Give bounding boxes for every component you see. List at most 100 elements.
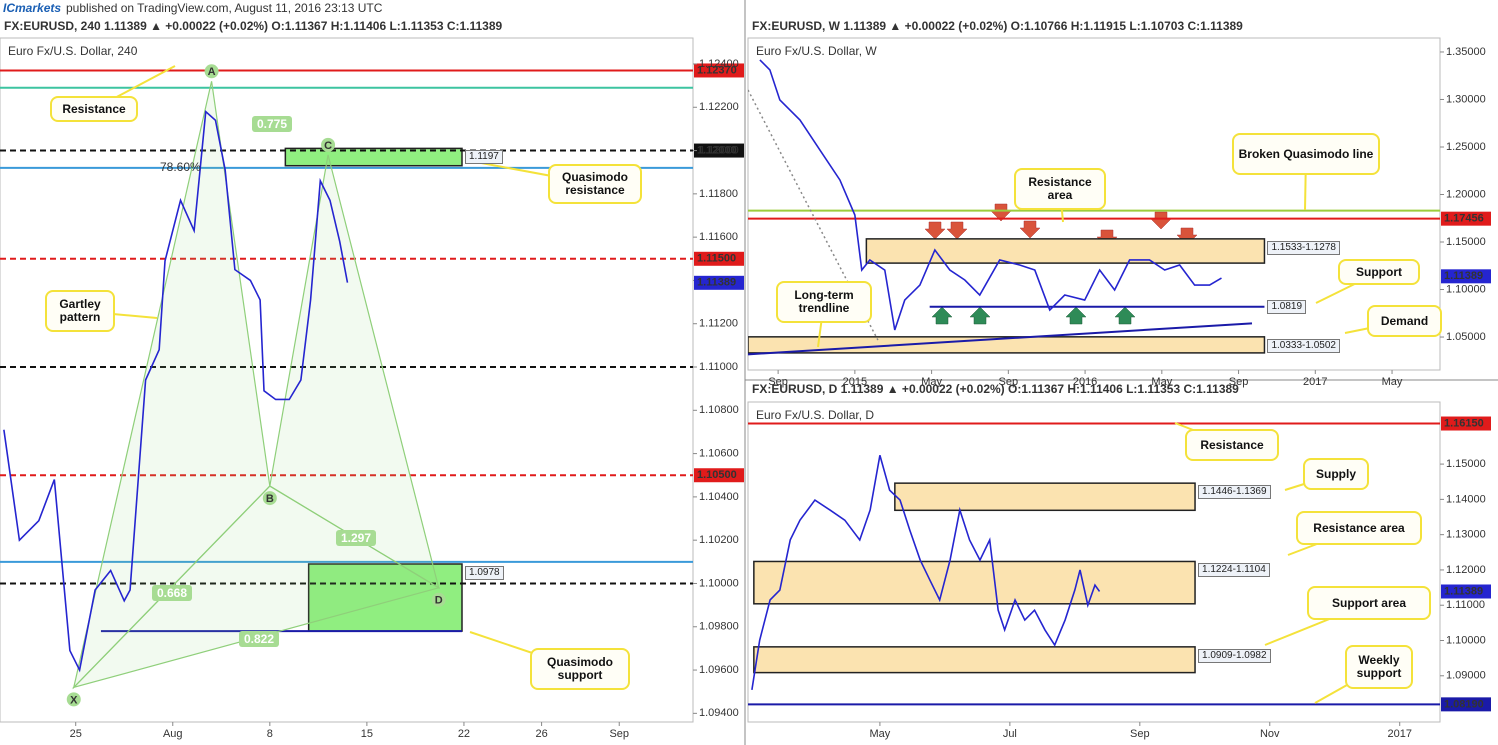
price-zone	[748, 336, 1266, 354]
y-tick-label: 1.11800	[699, 188, 738, 200]
pattern-label: D	[435, 595, 443, 607]
y-tick-label: 1.05000	[1446, 331, 1486, 343]
fib-ratio: 0.775	[252, 116, 292, 132]
pattern-point	[321, 137, 336, 152]
pattern-point	[66, 692, 81, 707]
y-tick-label: 1.14000	[1446, 493, 1486, 505]
price-line	[3, 109, 349, 673]
price-zone	[753, 560, 1196, 605]
price-line	[751, 455, 1101, 691]
x-tick-label: Nov	[1260, 728, 1280, 740]
zone-tag: 1.0909-1.0982	[1198, 648, 1271, 663]
x-tick-label: May	[870, 728, 891, 740]
level-price-box	[694, 63, 744, 78]
callout: Support	[1338, 259, 1420, 285]
last-price-label: 1.11389	[1444, 585, 1483, 597]
zone-tag: 1.0978	[465, 565, 504, 580]
price-zone	[865, 238, 1266, 264]
chart-title: FX:EURUSD, 240 1.11389 ▲ +0.00022 (+0.02…	[4, 19, 503, 33]
y-tick-label: 1.35000	[1446, 46, 1486, 58]
callout: Long-term trendline	[776, 281, 872, 323]
chart-title: FX:EURUSD, D 1.11389 ▲ +0.00022 (+0.02%)…	[752, 382, 1239, 396]
green-arrow	[969, 306, 991, 325]
zone-tag: 1.1446-1.1369	[1198, 485, 1271, 500]
pattern-point	[431, 592, 446, 607]
x-tick-label: 25	[70, 728, 82, 740]
callout: Demand	[1367, 305, 1442, 337]
callout: Broken Quasimodo line	[1232, 133, 1380, 175]
x-tick-label: 2015	[843, 376, 867, 388]
pattern-label: C	[324, 140, 332, 152]
level-price-label: 1.12000	[697, 144, 737, 156]
y-tick-label: 1.10200	[699, 534, 739, 546]
red-arrow	[924, 221, 946, 240]
y-tick-label: 1.11200	[699, 318, 738, 330]
callout: Supply	[1303, 458, 1369, 490]
y-tick-label: 1.11000	[699, 361, 738, 373]
level-price-label: 1.11500	[697, 253, 736, 265]
price-zone	[894, 482, 1196, 512]
callout: Weekly support	[1345, 645, 1413, 689]
y-tick-label: 1.20000	[1446, 188, 1486, 200]
y-tick-label: 1.11000	[1446, 599, 1485, 611]
fib-ratio: 0.668	[152, 585, 192, 601]
level-price-label: 1.10500	[697, 469, 737, 481]
last-price-box	[1441, 269, 1491, 284]
y-tick-label: 1.10400	[699, 491, 739, 503]
trend-line	[748, 322, 1253, 356]
level-price-box	[694, 143, 744, 158]
level-price-box	[694, 468, 744, 483]
level-tag: 1.0819	[1267, 299, 1307, 314]
x-tick-label: May	[1382, 376, 1403, 388]
callout: Quasimodo support	[530, 648, 630, 690]
zone-tag: 1.1533-1.1278	[1267, 240, 1340, 255]
level-price-label: 1.08190	[1444, 698, 1484, 710]
level-price-box	[1441, 697, 1491, 712]
published: published on TradingView.com, August 11,…	[66, 1, 383, 15]
y-tick-label: 1.12000	[1446, 564, 1486, 576]
level-price-label: 1.12370	[697, 64, 737, 76]
fib-ratio: 0.822	[239, 631, 279, 647]
callout: Resistance area	[1296, 511, 1422, 545]
last-price-label: 1.11389	[1444, 270, 1483, 282]
y-tick-label: 1.12400	[699, 58, 739, 70]
red-arrow	[1019, 220, 1041, 239]
level-price-label: 1.17456	[1444, 213, 1484, 225]
fib-ratio: 1.297	[336, 530, 376, 546]
x-tick-label: May	[921, 376, 942, 388]
pattern-label: X	[70, 694, 78, 706]
panel-frame	[747, 401, 1441, 723]
green-arrow	[931, 306, 953, 325]
x-tick-label: Sep	[768, 376, 788, 388]
x-tick-label: Sep	[1229, 376, 1249, 388]
y-tick-label: 1.10000	[1446, 634, 1486, 646]
x-tick-label: 2017	[1387, 728, 1411, 740]
callout: Gartley pattern	[45, 290, 115, 332]
level-price-box	[1441, 211, 1491, 226]
x-tick-label: May	[1151, 376, 1172, 388]
y-tick-label: 1.10000	[1446, 283, 1486, 295]
x-tick-label: Sep	[1130, 728, 1150, 740]
callout: Resistance	[1185, 429, 1279, 461]
x-tick-label: 22	[458, 728, 470, 740]
callout: Resistance area	[1014, 168, 1106, 210]
panel-frame	[747, 37, 1441, 371]
y-tick-label: 1.09800	[699, 621, 739, 633]
level-price-box	[1441, 416, 1491, 431]
callout: Support area	[1307, 586, 1431, 620]
level-name: 78.60%	[160, 160, 201, 174]
last-price-label: 1.11389	[697, 277, 736, 289]
x-tick-label: Sep	[609, 728, 629, 740]
brand: ICmarkets	[3, 1, 62, 15]
y-tick-label: 1.09000	[1446, 670, 1486, 682]
y-tick-label: 1.15000	[1446, 458, 1486, 470]
y-tick-label: 1.10000	[699, 577, 739, 589]
zone-tag: 1.0333-1.0502	[1267, 338, 1340, 353]
green-arrow	[1114, 306, 1136, 325]
pattern-point	[204, 64, 219, 79]
callout: Resistance	[50, 96, 138, 122]
y-tick-label: 1.09400	[699, 707, 739, 719]
y-tick-label: 1.12200	[699, 101, 739, 113]
